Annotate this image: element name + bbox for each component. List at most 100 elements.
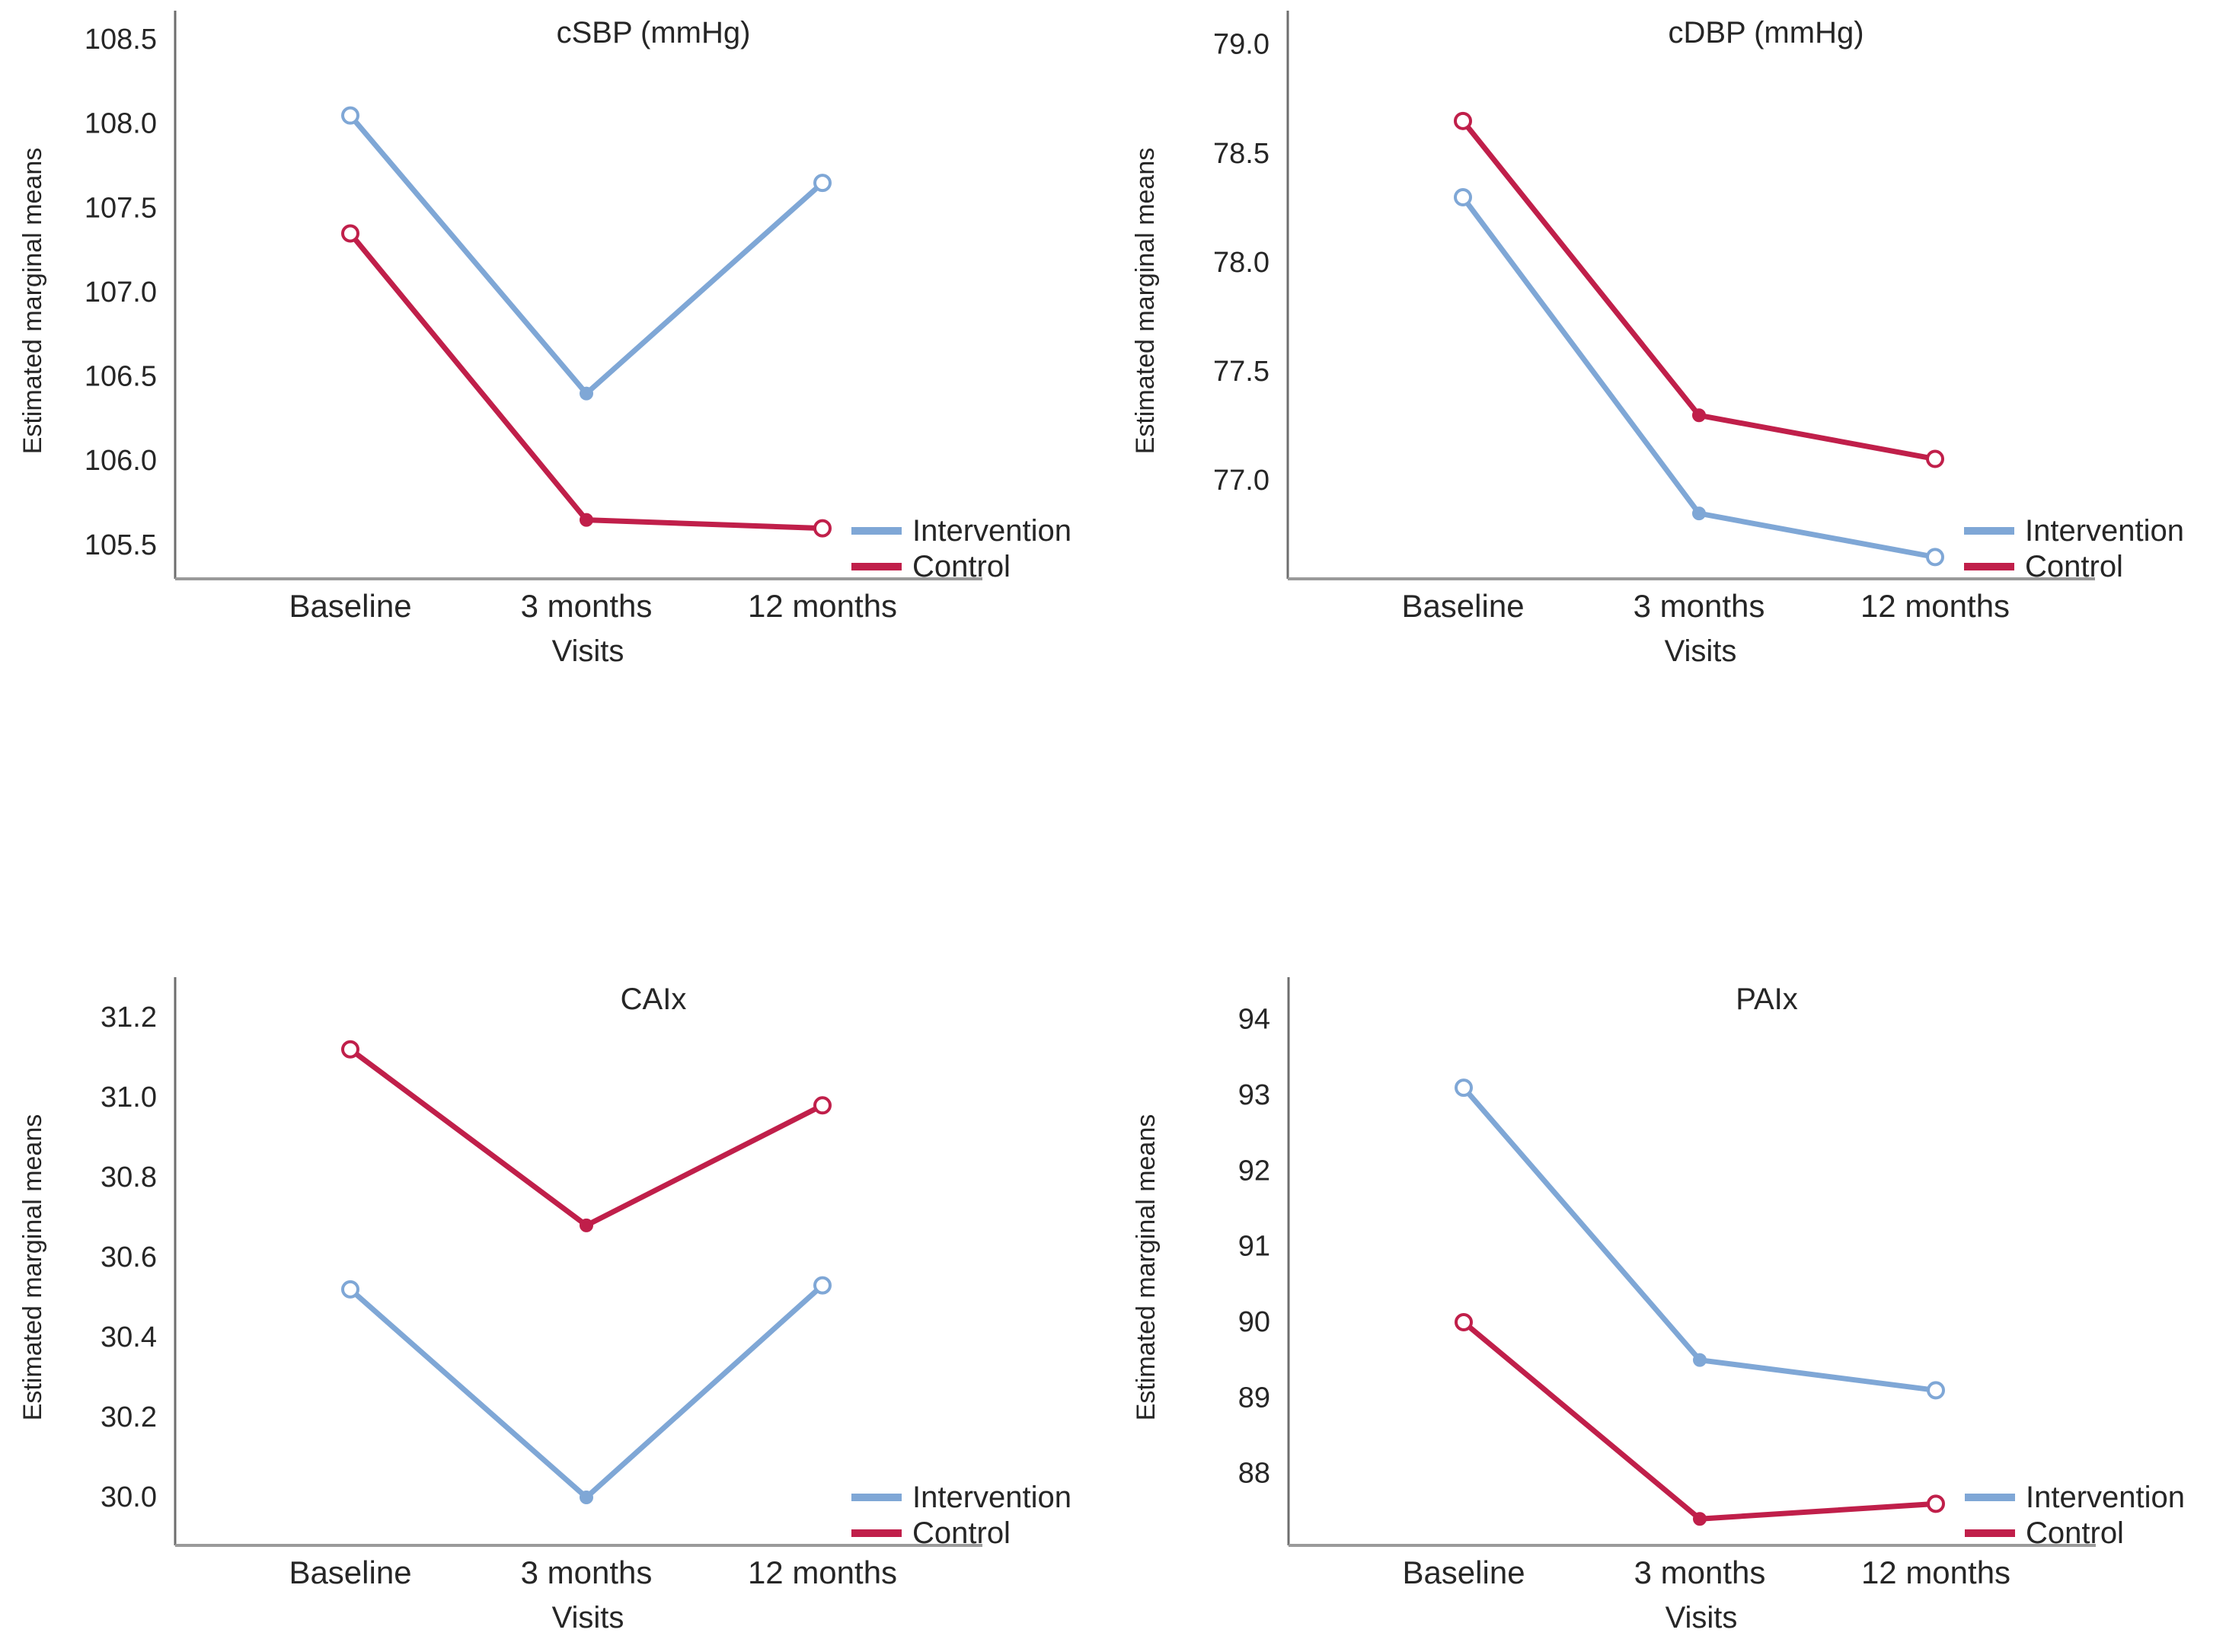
x-tick-label: 3 months (1634, 588, 1765, 624)
control-legend-label: Control (912, 550, 1011, 583)
y-tick-label: 30.2 (101, 1401, 157, 1433)
y-tick-label: 105.5 (85, 529, 157, 561)
x-axis-title: Visits (552, 634, 624, 668)
y-tick-label: 30.4 (101, 1321, 157, 1353)
control-legend-label: Control (912, 1516, 1011, 1550)
control-point-baseline (341, 224, 359, 243)
chart-cdbp-mmhg: cDBP (mmHg) 79.0 78.5 78.0 77.5 77.0 Estimated… (1131, 11, 2184, 668)
x-tick-label: 3 months (1634, 1555, 1766, 1590)
y-tick-label: 78.5 (1213, 138, 1269, 170)
x-tick-label: 3 months (521, 588, 653, 624)
chart-csbp-mmhg: cSBP (mmHg) 108.5 108.0 107.5 107.0 106.5 106.… (18, 11, 1071, 668)
x-tick-label: 12 months (1860, 588, 2010, 624)
y-tick-label: 107.0 (85, 276, 157, 308)
x-tick-label: Baseline (289, 1555, 411, 1590)
x-tick-label: Baseline (1402, 1555, 1525, 1590)
chart-panel-csbp: cSBP (mmHg) 108.5 108.0 107.5 107.0 106.5 106.… (0, 0, 1113, 685)
control-point-3-months (1693, 1512, 1707, 1526)
intervention-point-12-months (813, 174, 832, 193)
y-tick-label: 89 (1238, 1382, 1270, 1414)
y-tick-label: 30.0 (101, 1481, 157, 1513)
y-tick-label: 31.0 (101, 1082, 157, 1114)
x-tick-label: 12 months (748, 588, 897, 624)
intervention-point-12-months (1927, 1381, 1945, 1400)
intervention-point-12-months (813, 1276, 832, 1295)
y-tick-label: 92 (1238, 1155, 1270, 1187)
control-point-12-months (813, 1096, 832, 1115)
y-axis-title: Estimated marginal means (1131, 148, 1160, 455)
y-tick-label: 107.5 (85, 192, 157, 224)
chart-paix: PAIx 94 93 92 91 90 89 88 Estimated marginal mea… (1132, 977, 2185, 1634)
control-legend-label: Control (2025, 550, 2123, 583)
y-axis-title: Estimated marginal means (18, 148, 47, 455)
control-point-12-months (1927, 1494, 1945, 1513)
intervention-point-3-months (1692, 506, 1706, 521)
x-tick-label: Baseline (289, 588, 411, 624)
control-point-baseline (341, 1040, 359, 1059)
x-tick-label: 12 months (1861, 1555, 2010, 1590)
chart-panel-cdbp: cDBP (mmHg) 79.0 78.5 78.0 77.5 77.0 Estimated… (1113, 0, 2225, 685)
y-axis-title: Estimated marginal means (1132, 1114, 1161, 1421)
y-tick-label: 78.0 (1213, 247, 1269, 279)
control-line (1461, 1319, 1939, 1522)
x-axis-title: Visits (1666, 1601, 1738, 1634)
intervention-line (1460, 194, 1938, 560)
x-axis-title: Visits (552, 1601, 624, 1634)
intervention-legend-label: Intervention (912, 514, 1071, 548)
y-tick-label: 88 (1238, 1458, 1270, 1490)
x-tick-label: 3 months (521, 1555, 653, 1590)
intervention-point-baseline (1455, 1078, 1473, 1098)
chart-title: PAIx (1736, 983, 1798, 1016)
intervention-point-baseline (341, 106, 359, 125)
intervention-point-3-months (580, 1490, 593, 1504)
y-tick-label: 77.0 (1213, 465, 1269, 497)
y-axis-title: Estimated marginal means (18, 1114, 47, 1421)
y-tick-label: 30.8 (101, 1162, 157, 1193)
y-tick-label: 108.5 (85, 24, 157, 56)
intervention-legend-label: Intervention (2026, 1481, 2185, 1514)
control-point-3-months (580, 1218, 593, 1232)
control-point-12-months (1926, 449, 1944, 468)
control-line (347, 231, 826, 532)
intervention-point-3-months (1693, 1353, 1707, 1367)
y-tick-label: 94 (1238, 1004, 1270, 1036)
chart-caix: CAIx 31.2 31.0 30.8 30.6 30.4 30.2 30.0 Estimate… (18, 977, 1071, 1634)
chart-panel-caix: CAIx 31.2 31.0 30.8 30.6 30.4 30.2 30.0 Estimate… (0, 967, 1113, 1652)
intervention-line (347, 1283, 826, 1500)
control-point-3-months (580, 513, 593, 527)
y-tick-label: 93 (1238, 1079, 1270, 1111)
x-tick-label: Baseline (1401, 588, 1524, 624)
control-point-baseline (1455, 1313, 1473, 1332)
intervention-line (347, 113, 826, 397)
chart-title: cDBP (mmHg) (1668, 16, 1864, 50)
x-tick-label: 12 months (748, 1555, 897, 1590)
control-point-12-months (813, 519, 832, 538)
y-tick-label: 106.5 (85, 361, 157, 393)
control-point-baseline (1454, 111, 1472, 130)
y-tick-label: 79.0 (1213, 29, 1269, 61)
y-tick-label: 31.2 (101, 1002, 157, 1034)
y-tick-label: 91 (1238, 1231, 1270, 1263)
x-axis-title: Visits (1665, 634, 1737, 668)
control-legend-label: Control (2026, 1516, 2124, 1550)
intervention-legend-label: Intervention (912, 1481, 1071, 1514)
control-line (347, 1046, 826, 1229)
y-tick-label: 108.0 (85, 108, 157, 140)
y-tick-label: 77.5 (1213, 356, 1269, 388)
chart-title: cSBP (mmHg) (557, 16, 751, 50)
intervention-point-12-months (1926, 548, 1944, 567)
chart-title: CAIx (621, 983, 687, 1016)
intervention-legend-label: Intervention (2025, 514, 2184, 548)
control-point-3-months (1692, 408, 1706, 423)
intervention-point-baseline (1454, 188, 1472, 207)
intervention-point-3-months (580, 386, 593, 401)
y-tick-label: 90 (1238, 1306, 1270, 1338)
y-tick-label: 30.6 (101, 1241, 157, 1273)
y-tick-label: 106.0 (85, 445, 157, 477)
chart-panel-paix: PAIx 94 93 92 91 90 89 88 Estimated marginal mea… (1113, 967, 2226, 1652)
